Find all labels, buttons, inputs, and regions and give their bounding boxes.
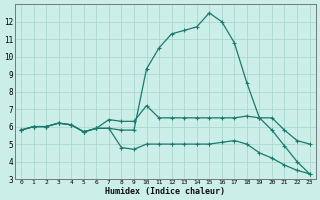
X-axis label: Humidex (Indice chaleur): Humidex (Indice chaleur) — [105, 187, 225, 196]
